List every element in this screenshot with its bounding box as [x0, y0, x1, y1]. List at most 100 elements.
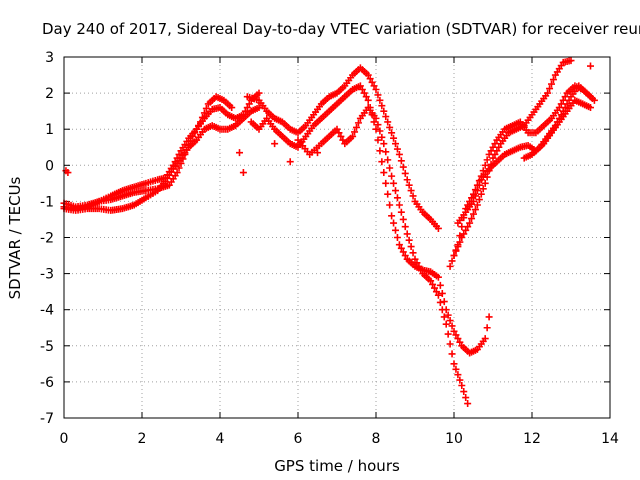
data-point	[417, 266, 425, 274]
data-point	[559, 107, 567, 115]
data-point	[438, 289, 446, 297]
data-point	[555, 114, 563, 122]
data-point	[489, 154, 497, 162]
data-point	[335, 129, 343, 137]
data-point	[440, 298, 448, 306]
data-point	[434, 224, 442, 232]
data-point	[481, 335, 489, 343]
data-point	[587, 104, 594, 112]
data-point	[555, 104, 563, 112]
data-point	[175, 150, 183, 158]
data-point	[388, 172, 396, 180]
data-point	[239, 111, 247, 119]
data-point	[407, 187, 415, 195]
data-point	[354, 119, 362, 127]
data-point	[401, 252, 409, 260]
data-point	[473, 201, 481, 209]
data-point	[382, 179, 390, 187]
data-point	[563, 100, 571, 108]
data-point	[407, 243, 415, 251]
data-point	[468, 215, 476, 223]
data-point	[544, 89, 552, 97]
data-point	[397, 157, 405, 165]
y-tick-label: 0	[45, 158, 54, 174]
data-point	[372, 85, 380, 93]
x-tick-label: 4	[216, 431, 225, 447]
data-point	[462, 394, 470, 402]
data-point	[456, 338, 464, 346]
data-point	[483, 156, 491, 164]
data-point	[557, 100, 565, 108]
x-tick-label: 12	[523, 431, 541, 447]
data-point	[475, 196, 483, 204]
data-point	[456, 232, 464, 240]
data-point	[471, 192, 479, 200]
data-point	[450, 327, 458, 335]
data-point	[388, 129, 396, 137]
y-tick-label: -5	[40, 339, 54, 355]
data-point	[362, 93, 370, 101]
data-point	[175, 164, 183, 172]
data-point	[405, 181, 413, 189]
data-point	[471, 206, 479, 214]
data-point	[241, 107, 249, 115]
data-point	[456, 376, 464, 384]
data-point	[255, 89, 263, 97]
data-point	[173, 154, 181, 162]
data-point	[427, 277, 435, 285]
data-point	[370, 82, 378, 90]
data-point	[372, 125, 380, 133]
data-point	[495, 143, 503, 151]
data-point	[333, 125, 341, 133]
data-point	[458, 382, 466, 390]
data-point	[353, 123, 360, 131]
plot-frame	[63, 56, 611, 419]
data-point	[380, 140, 388, 148]
y-tick-label: 2	[45, 86, 54, 102]
y-axis-title: SDTVAR / TECUs	[6, 176, 24, 299]
data-point	[473, 187, 481, 195]
data-point	[409, 192, 417, 200]
data-point	[489, 143, 497, 151]
data-point	[452, 331, 460, 339]
data-point	[397, 244, 405, 252]
y-tick-label: 3	[45, 50, 54, 66]
data-point	[479, 167, 487, 175]
data-point	[432, 288, 440, 296]
data-point	[388, 212, 396, 220]
x-tick-label: 8	[372, 431, 381, 447]
data-point	[173, 169, 181, 177]
data-point	[351, 128, 359, 136]
data-point	[460, 230, 468, 238]
data-point	[399, 163, 407, 171]
data-point	[399, 215, 407, 223]
data-point	[378, 158, 386, 166]
data-point	[228, 104, 236, 112]
data-point	[64, 169, 72, 177]
data-point	[370, 118, 378, 126]
data-point	[567, 57, 575, 65]
data-point	[434, 291, 442, 299]
data-point	[411, 255, 419, 263]
data-point	[479, 185, 487, 193]
data-point	[464, 400, 472, 408]
data-point	[446, 340, 454, 348]
data-point	[491, 140, 499, 148]
data-point	[393, 145, 401, 153]
data-point	[314, 149, 321, 157]
data-point	[415, 262, 423, 270]
data-point	[386, 123, 394, 131]
data-point	[485, 313, 493, 321]
data-point	[380, 169, 388, 177]
data-point	[358, 85, 366, 93]
data-point	[255, 104, 263, 112]
data-point	[436, 281, 444, 289]
data-point	[450, 360, 458, 368]
data-point	[286, 158, 294, 166]
data-point	[452, 365, 460, 373]
data-point	[390, 219, 398, 227]
data-point	[337, 132, 345, 140]
data-point	[395, 201, 403, 209]
data-point	[401, 223, 409, 231]
data-point	[446, 262, 454, 270]
